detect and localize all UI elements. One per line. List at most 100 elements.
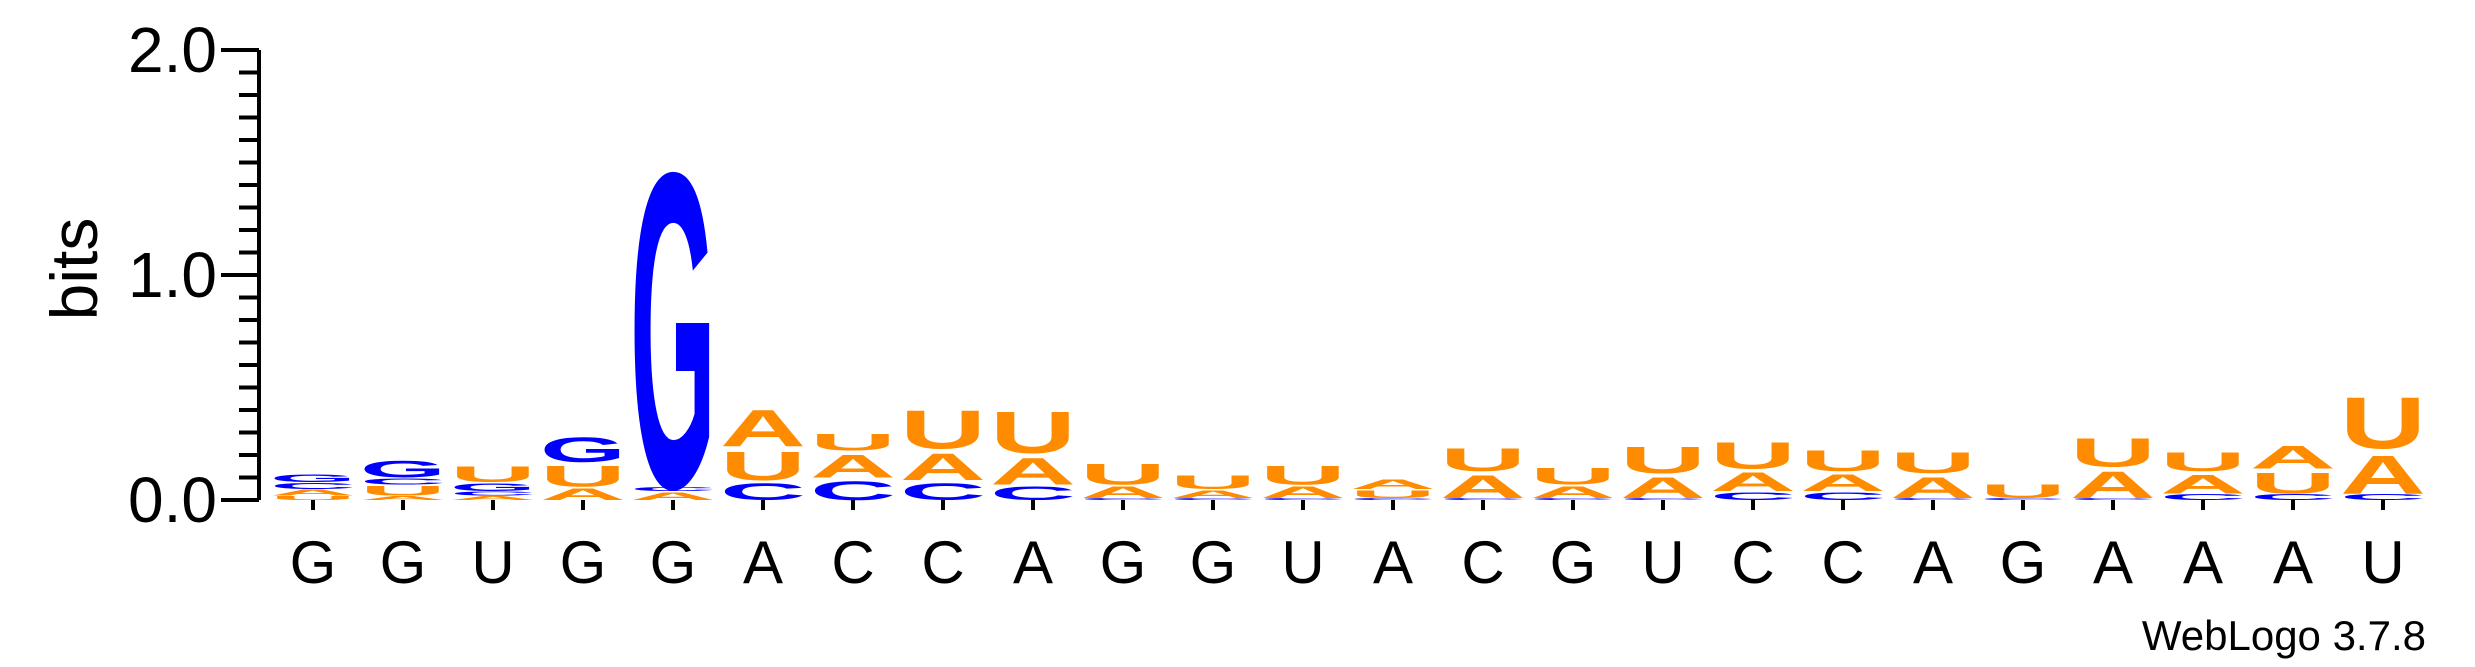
logo-letter-A: A <box>810 448 896 484</box>
x-tick-label: A <box>2273 529 2313 596</box>
x-tick-label: A <box>2093 529 2133 596</box>
logo-letter-G: G <box>450 481 536 493</box>
x-tick-label: C <box>831 529 874 596</box>
logo-stack: CAU <box>1620 439 1706 505</box>
logo-stack: CAU <box>1170 472 1256 501</box>
logo-letter-A: A <box>1530 483 1616 501</box>
logo-letter-A: A <box>720 400 806 457</box>
logo-letter-U: U <box>1710 434 1796 477</box>
logo-letter-A: A <box>2160 469 2246 499</box>
logo-letter-G: G <box>630 79 716 583</box>
logo-letter-U: U <box>2160 447 2246 477</box>
logo-letter-C: C <box>360 477 446 486</box>
logo-letter-A: A <box>1710 467 1796 497</box>
logo-letter-A: A <box>990 450 1076 493</box>
logo-letter-C: C <box>1710 490 1796 502</box>
logo-letter-U: U <box>1170 472 1256 493</box>
logo-letter-U: U <box>990 399 1076 466</box>
logo-stack: CAU <box>2070 429 2156 506</box>
logo-letter-C: C <box>1530 498 1616 501</box>
y-axis-label: bits <box>37 218 111 321</box>
x-tick-label: U <box>1641 529 1684 596</box>
x-tick-label: C <box>1461 529 1504 596</box>
y-tick-label: 2.0 <box>128 14 217 86</box>
logo-letter-A: A <box>1620 471 1706 504</box>
logo-letter-U: U <box>1620 439 1706 482</box>
logo-letter-C: C <box>1080 498 1166 501</box>
logo-letter-C: C <box>1350 498 1436 501</box>
x-tick-label: G <box>1190 529 1237 596</box>
logo-letter-U: U <box>360 483 446 498</box>
x-tick-label: A <box>1013 529 1053 596</box>
logo-letter-U: U <box>1080 457 1166 490</box>
x-tick-label: C <box>1821 529 1864 596</box>
logo-letter-C: C <box>2160 493 2246 502</box>
logo-letter-C: C <box>1260 498 1346 501</box>
logo-letter-U: U <box>2250 466 2336 499</box>
logo-stack: CUA <box>2250 439 2336 501</box>
x-tick-label: G <box>650 529 697 596</box>
logo-letter-G: G <box>540 430 626 469</box>
weblogo-credit: WebLogo 3.7.8 <box>2142 612 2426 659</box>
logo-stack: CUA <box>1350 476 1436 500</box>
logo-letter-A: A <box>1260 483 1346 501</box>
logo-letter-U: U <box>1530 462 1616 489</box>
logo-stack: CUA <box>720 400 806 505</box>
logo-letter-U: U <box>1440 442 1526 478</box>
logo-letter-C: C <box>2070 498 2156 501</box>
logo-letter-A: A <box>1440 469 1526 505</box>
logo-letter-U: U <box>450 463 536 487</box>
logo-letter-A: A <box>360 495 446 501</box>
logo-letter-A: A <box>630 490 716 502</box>
logo-letter-U: U <box>1260 460 1346 490</box>
logo-letter-C: C <box>630 486 716 492</box>
logo-letter-C: C <box>1170 498 1256 501</box>
x-tick-label: A <box>2183 529 2223 596</box>
logo-stack: CAU <box>2340 382 2426 505</box>
logo-letter-A: A <box>2340 444 2426 505</box>
logo-letter-G: G <box>360 456 446 483</box>
logo-letter-C: C <box>1440 498 1526 501</box>
x-tick-label: G <box>380 529 427 596</box>
logo-letter-C: C <box>270 481 356 490</box>
y-axis: 0.0 1.0 2.0 <box>128 14 261 536</box>
logo-letter-C: C <box>1800 490 1886 502</box>
x-tick-label: C <box>1731 529 1774 596</box>
logo-letter-A: A <box>270 488 356 497</box>
logo-letter-U: U <box>2070 429 2156 475</box>
logo-letter-U: U <box>1800 444 1886 477</box>
x-tick-label: U <box>1281 529 1324 596</box>
x-tick-label: A <box>1373 529 1413 596</box>
logo-letter-C: C <box>2340 493 2426 502</box>
logo-letter-C: C <box>1620 498 1706 501</box>
logo-stack: CAU <box>1260 460 1346 501</box>
logo-stack: CAU <box>810 429 896 506</box>
logo-letter-C: C <box>450 491 536 497</box>
x-tick-label: U <box>471 529 514 596</box>
logo-letter-C: C <box>1980 498 2066 501</box>
logo-letter-A: A <box>2250 439 2336 475</box>
y-tick-label: 1.0 <box>128 239 217 311</box>
logo-letter-U: U <box>1980 481 2066 502</box>
x-tick-label: A <box>1913 529 1953 596</box>
logo-stack: CAU <box>1800 444 1886 502</box>
logo-letter-U: U <box>540 460 626 493</box>
x-tick-label: G <box>290 529 337 596</box>
logo-stack: CU <box>1980 481 2066 502</box>
x-tick-label: G <box>560 529 607 596</box>
logo-letter-C: C <box>2250 493 2336 502</box>
logo-letter-U: U <box>2340 382 2426 464</box>
logo-letter-A: A <box>1890 471 1976 504</box>
logo-letter-A: A <box>900 445 986 488</box>
logo-stack: CAU <box>1530 462 1616 501</box>
logo-letter-U: U <box>810 429 896 456</box>
logo-stack: CAU <box>1710 434 1796 502</box>
logo-letter-U: U <box>270 495 356 501</box>
logo-stack: CAU <box>990 399 1076 504</box>
